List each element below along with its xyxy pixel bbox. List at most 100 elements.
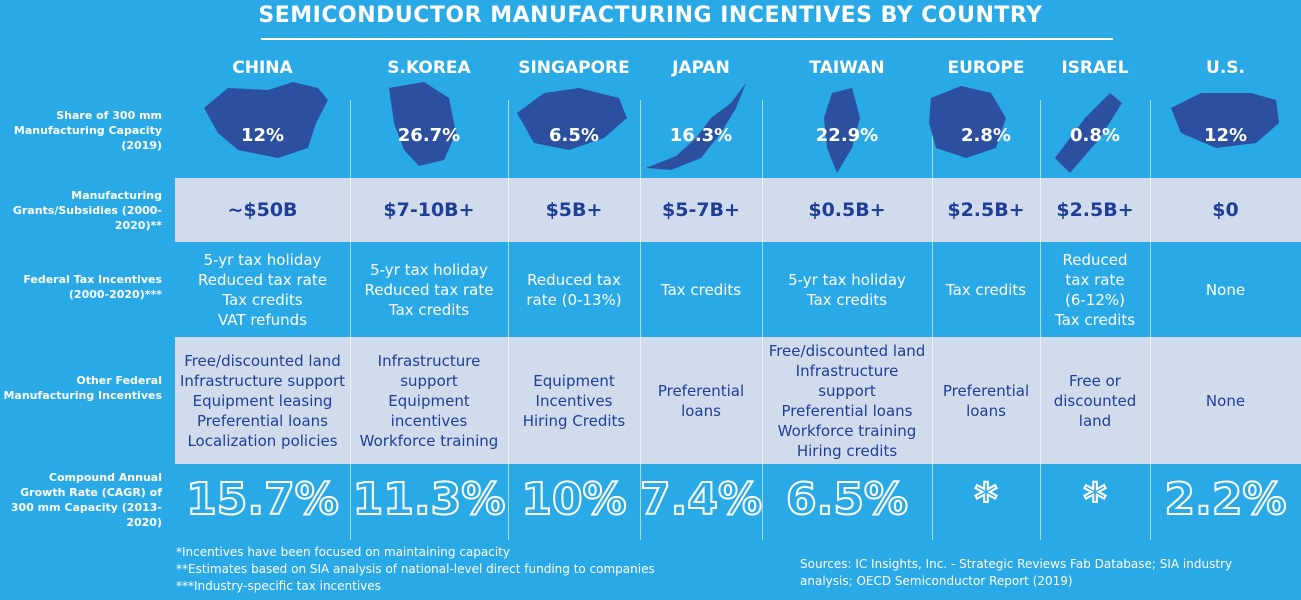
tax-line: Reduced tax [527, 270, 621, 289]
other-line: support [818, 381, 876, 400]
tax-line: 5-yr tax holiday [203, 250, 322, 269]
country-header: SINGAPORE [518, 58, 630, 78]
tax-incentives: 5-yr tax holiday Reduced tax rate Tax cred… [350, 243, 508, 336]
tax-incentives: Tax credits [640, 243, 762, 336]
tax-incentives: 5-yr tax holiday Reduced tax rate Tax cred… [175, 243, 350, 336]
other-line: Free/discounted land [184, 351, 341, 370]
other-line: Preferential loans [781, 401, 913, 420]
column-divider [508, 100, 509, 540]
row-label-grants: Manufacturing Grants/Subsidies (2000-202… [12, 189, 162, 232]
grant-value: ~$50B [227, 199, 298, 221]
other-line: Localization policies [187, 431, 338, 450]
tax-incentives: Tax credits [932, 243, 1040, 336]
other-line: support [400, 371, 458, 390]
other-incentives: None [1150, 337, 1301, 464]
grants-band [175, 178, 1301, 242]
column-divider [932, 100, 933, 540]
grant-value: $0 [1212, 199, 1239, 221]
tax-line: Tax credits [806, 290, 888, 309]
other-line: Incentives [535, 391, 613, 410]
column-divider [640, 100, 641, 540]
other-incentives: Free or discounted land [1040, 337, 1150, 464]
other-incentives: Free/discounted land Infrastructure suppor… [762, 337, 932, 464]
cagr-value: 7.4% [639, 473, 763, 526]
other-line: loans [681, 401, 721, 420]
tax-line: tax rate [1065, 270, 1125, 289]
grant-value: $2.5B+ [947, 199, 1025, 221]
country-map-icon [929, 86, 1006, 158]
country-map-icon [1170, 93, 1279, 148]
other-incentives: Preferential loans [932, 337, 1040, 464]
other-incentives: Equipment Incentives Hiring Credits [508, 337, 640, 464]
grant-value: $0.5B+ [808, 199, 886, 221]
country-map-icon [517, 88, 627, 150]
other-line: Free or [1069, 371, 1121, 390]
tax-line: Reduced [1062, 250, 1128, 269]
share-value: 22.9% [815, 125, 879, 146]
other-line: discounted [1053, 391, 1137, 410]
tax-line: VAT refunds [217, 310, 308, 329]
tax-line: Tax credits [945, 280, 1027, 299]
country-map-icon [389, 82, 456, 166]
tax-line: rate (0-13%) [526, 290, 622, 309]
tax-line: Reduced tax rate [198, 270, 327, 289]
country-header: JAPAN [672, 58, 730, 78]
other-line: Equipment [533, 371, 615, 390]
country-header: TAIWAN [809, 58, 885, 78]
other-line: Equipment leasing [192, 391, 333, 410]
row-label-cagr: Compound Annual Growth Rate (CAGR) of 30… [10, 471, 162, 529]
other-line: loans [966, 401, 1006, 420]
column-divider [1040, 100, 1041, 540]
country-map-icon [1055, 93, 1122, 173]
column-divider [1150, 100, 1151, 540]
other-incentives: Preferential loans [640, 337, 762, 464]
share-value: 6.5% [549, 125, 599, 146]
grant-value: $2.5B+ [1056, 199, 1134, 221]
page-title: SEMICONDUCTOR MANUFACTURING INCENTIVES B… [258, 3, 1043, 28]
other-line: Infrastructure [377, 351, 481, 370]
country-header: EUROPE [947, 58, 1025, 78]
tax-line: Tax credits [222, 290, 303, 309]
other-line: Hiring Credits [522, 411, 626, 430]
row-label-share: Share of 300 mm Manufacturing Capacity (… [13, 109, 162, 152]
cagr-value: * [973, 473, 998, 526]
country-header: U.S. [1206, 58, 1245, 78]
grant-value: $5B+ [545, 199, 603, 221]
footnote-2: **Estimates based on SIA analysis of nat… [176, 562, 655, 576]
share-value: 12% [240, 125, 285, 146]
tax-line: Tax credits [660, 280, 742, 299]
tax-line: Tax credits [1054, 310, 1136, 329]
other-line: Preferential [657, 381, 745, 400]
tax-incentives: Reduced tax rate (6-12%) Tax credits [1040, 243, 1150, 336]
other-line: Preferential [942, 381, 1030, 400]
other-line: None [1205, 391, 1246, 410]
cagr-value: 6.5% [785, 473, 909, 526]
column-divider [762, 100, 763, 540]
country-map-icon [824, 88, 860, 173]
cagr-value: 10% [520, 473, 627, 526]
other-line: Equipment [388, 391, 470, 410]
cagr-value: 11.3% [352, 473, 507, 526]
share-value: 0.8% [1070, 125, 1120, 146]
grant-value: $7-10B+ [383, 199, 475, 221]
footnote-3: ***Industry-specific tax incentives [176, 579, 381, 593]
other-line: Infrastructure [795, 361, 899, 380]
tax-line: Reduced tax rate [364, 280, 494, 299]
cagr-value: 15.7% [185, 473, 340, 526]
other-line: Workforce training [359, 431, 499, 450]
row-label-tax: Federal Tax Incentives (2000-2020)*** [23, 273, 162, 301]
tax-line: 5-yr tax holiday [370, 260, 488, 279]
column-divider [350, 100, 351, 540]
country-map-icon [203, 82, 328, 158]
other-line: Workforce training [777, 421, 917, 440]
other-incentives: Infrastructure support Equipment incentives… [350, 337, 508, 464]
other-line: land [1078, 411, 1112, 430]
tax-line: None [1205, 280, 1246, 299]
row-label-other: Other Federal Manufacturing Incentives [3, 374, 162, 402]
tax-line: Tax credits [388, 300, 470, 319]
footnote-1: *Incentives have been focused on maintai… [176, 545, 510, 559]
other-line: Infrastructure support [180, 371, 345, 390]
share-value: 16.3% [669, 125, 733, 146]
country-header: ISRAEL [1061, 58, 1129, 78]
share-value: 26.7% [397, 125, 461, 146]
